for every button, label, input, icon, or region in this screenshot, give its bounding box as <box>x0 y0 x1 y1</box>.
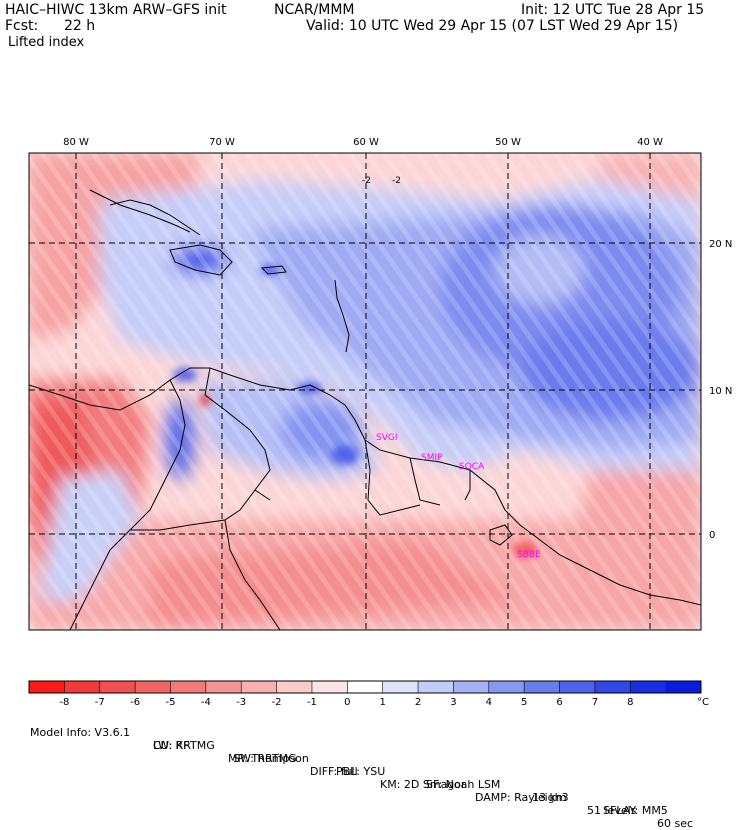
colorbar: -8 -7 -6 -5 -4 -3 -2 -1 0 1 2 3 4 5 6 7 8 <box>28 680 702 708</box>
colorbar-tick-label: 0 <box>344 697 350 708</box>
longwave-scheme: LW: RRTMG <box>153 739 215 752</box>
colorbar-swatch <box>99 681 136 693</box>
colorbar-tick-label: 8 <box>627 697 633 708</box>
colorbar-swatch <box>594 681 631 693</box>
colorbar-tick-label: -6 <box>130 697 140 708</box>
lat-label-20n: 20 N <box>709 239 732 250</box>
forecast-hour: 22 h <box>64 18 96 34</box>
colorbar-swatch <box>311 681 348 693</box>
colorbar-tick-label: 4 <box>486 697 492 708</box>
colorbar-swatch <box>559 681 596 693</box>
colorbar-tick-label: 1 <box>379 697 385 708</box>
km-option: KM: 2D Smagor <box>380 778 466 791</box>
lat-label-10n: 10 N <box>709 386 732 397</box>
colorbar-swatch <box>418 681 454 693</box>
damping: DAMP: Rayleigh3 <box>475 791 569 804</box>
colorbar-swatch <box>64 681 101 693</box>
valid-time: Valid: 10 UTC Wed 29 Apr 15 (07 LST Wed … <box>306 18 679 34</box>
colorbar-tick-label: 6 <box>556 697 562 708</box>
colorbar-swatch <box>347 681 384 693</box>
lon-label-40w: 40 W <box>637 137 663 148</box>
colorbar-tick-label: 7 <box>592 697 598 708</box>
colorbar-swatch <box>170 681 207 693</box>
shortwave-scheme: SW: RRTMG <box>233 752 297 765</box>
forecast-label: Fcst: <box>5 18 39 34</box>
colorbar-tick-label: -7 <box>95 697 105 708</box>
colorbar-swatch <box>630 681 667 693</box>
coastlines <box>29 189 701 630</box>
colorbar-swatch <box>382 681 419 693</box>
map-figure: 80 W 70 W 60 W 50 W 40 W 20 N 10 N 0 -2 … <box>28 137 732 708</box>
colorbar-tick-label: -4 <box>201 697 211 708</box>
lon-label-80w: 80 W <box>63 137 89 148</box>
station-label: SOCA <box>459 462 485 472</box>
colorbar-tick-label: -5 <box>165 697 175 708</box>
colorbar-tick-label: -2 <box>272 697 282 708</box>
stations: SVGI SMJP SOCA SBBE <box>376 433 541 560</box>
colorbar-swatch <box>453 681 490 693</box>
surface-layer: SFLAY: MM5 <box>603 804 668 817</box>
init-time: Init: 12 UTC Tue 28 Apr 15 <box>521 2 705 18</box>
model-title: HAIC–HIWC 13km ARW–GFS init <box>5 2 227 18</box>
colorbar-swatch <box>488 681 525 693</box>
lon-labels: 80 W 70 W 60 W 50 W 40 W <box>63 137 663 148</box>
lon-label-60w: 60 W <box>353 137 379 148</box>
colorbar-tick-label: -3 <box>236 697 246 708</box>
lat-lon-grid <box>29 153 701 630</box>
model-version: Model Info: V3.6.1 <box>30 726 131 739</box>
colorbar-frame <box>28 680 702 694</box>
lon-label-70w: 70 W <box>209 137 235 148</box>
colorbar-swatch <box>665 681 702 693</box>
colorbar-swatch <box>524 681 561 693</box>
contour-labels: -2 -2 <box>362 176 401 186</box>
colorbar-swatch <box>205 681 242 693</box>
colorbar-swatch <box>135 681 171 693</box>
lat-labels: 20 N 10 N 0 <box>709 239 732 541</box>
map-svg: 80 W 70 W 60 W 50 W 40 W 20 N 10 N 0 -2 … <box>28 137 732 708</box>
time-step: 60 sec <box>657 817 694 830</box>
station-label: SVGI <box>376 433 398 443</box>
center-label: NCAR/MMM <box>274 2 355 18</box>
colorbar-tick-label: 3 <box>450 697 456 708</box>
lifted-index-field <box>29 153 701 630</box>
station-label: SBBE <box>517 550 541 560</box>
colorbar-swatch <box>276 681 313 693</box>
contour-label: -2 <box>392 176 401 186</box>
colorbar-tick-label: 5 <box>521 697 527 708</box>
colorbar-tick-label: 2 <box>415 697 421 708</box>
colorbar-unit: °C <box>697 697 709 708</box>
diffusion: DIFF: full <box>310 765 358 778</box>
station-label: SMJP <box>421 453 443 463</box>
colorbar-tick-label: -8 <box>59 697 69 708</box>
colorbar-swatch <box>241 681 278 693</box>
map-frame <box>28 152 702 631</box>
contour-label: -2 <box>362 176 371 186</box>
lat-label-0: 0 <box>709 530 715 541</box>
colorbar-tick-label: -1 <box>307 697 317 708</box>
colorbar-swatch <box>29 681 65 693</box>
field-name: Lifted index <box>8 35 85 50</box>
lon-label-50w: 50 W <box>495 137 521 148</box>
